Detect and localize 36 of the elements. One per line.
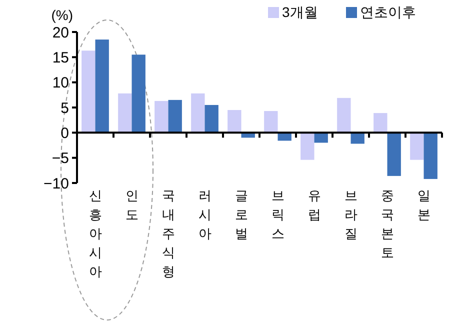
bar <box>228 110 242 133</box>
y-tick-label: 20 <box>52 24 69 42</box>
x-tick-label: 브라질 <box>344 188 358 241</box>
y-tick-label: 10 <box>52 74 69 92</box>
bar <box>168 100 182 133</box>
y-tick-label: −5 <box>52 150 69 168</box>
bar <box>387 132 401 176</box>
y-tick-label: 15 <box>52 49 69 66</box>
x-tick-label: 국내주식형 <box>162 188 175 279</box>
bar <box>424 132 438 179</box>
legend-label: 3개월 <box>282 4 318 20</box>
y-axis-title: (%) <box>51 7 73 23</box>
bar <box>132 54 146 133</box>
x-tick-label: 일본 <box>417 188 430 222</box>
y-tick-label: 5 <box>60 100 69 117</box>
x-tick-label: 신흥아시아 <box>88 188 102 279</box>
legend-label: 연초이후 <box>360 4 416 20</box>
x-tick-label: 러시아 <box>198 188 212 241</box>
y-tick-label: 0 <box>60 124 69 142</box>
bar <box>374 113 388 133</box>
y-tick-label: −10 <box>44 175 69 192</box>
x-tick-label: 유럽 <box>308 188 321 222</box>
x-tick-label: 인도 <box>125 188 138 222</box>
bar <box>410 132 424 160</box>
bar <box>82 50 96 133</box>
x-tick-label: 글로벌 <box>234 188 248 241</box>
bar <box>118 93 132 133</box>
bar <box>191 93 205 133</box>
bar <box>204 104 218 133</box>
bar <box>337 98 351 133</box>
bar <box>95 40 109 133</box>
bar <box>300 132 314 160</box>
bar <box>154 100 168 133</box>
x-tick-label: 중국본토 <box>380 188 394 260</box>
bar <box>264 111 278 133</box>
x-tick-label: 브릭스 <box>271 188 284 241</box>
